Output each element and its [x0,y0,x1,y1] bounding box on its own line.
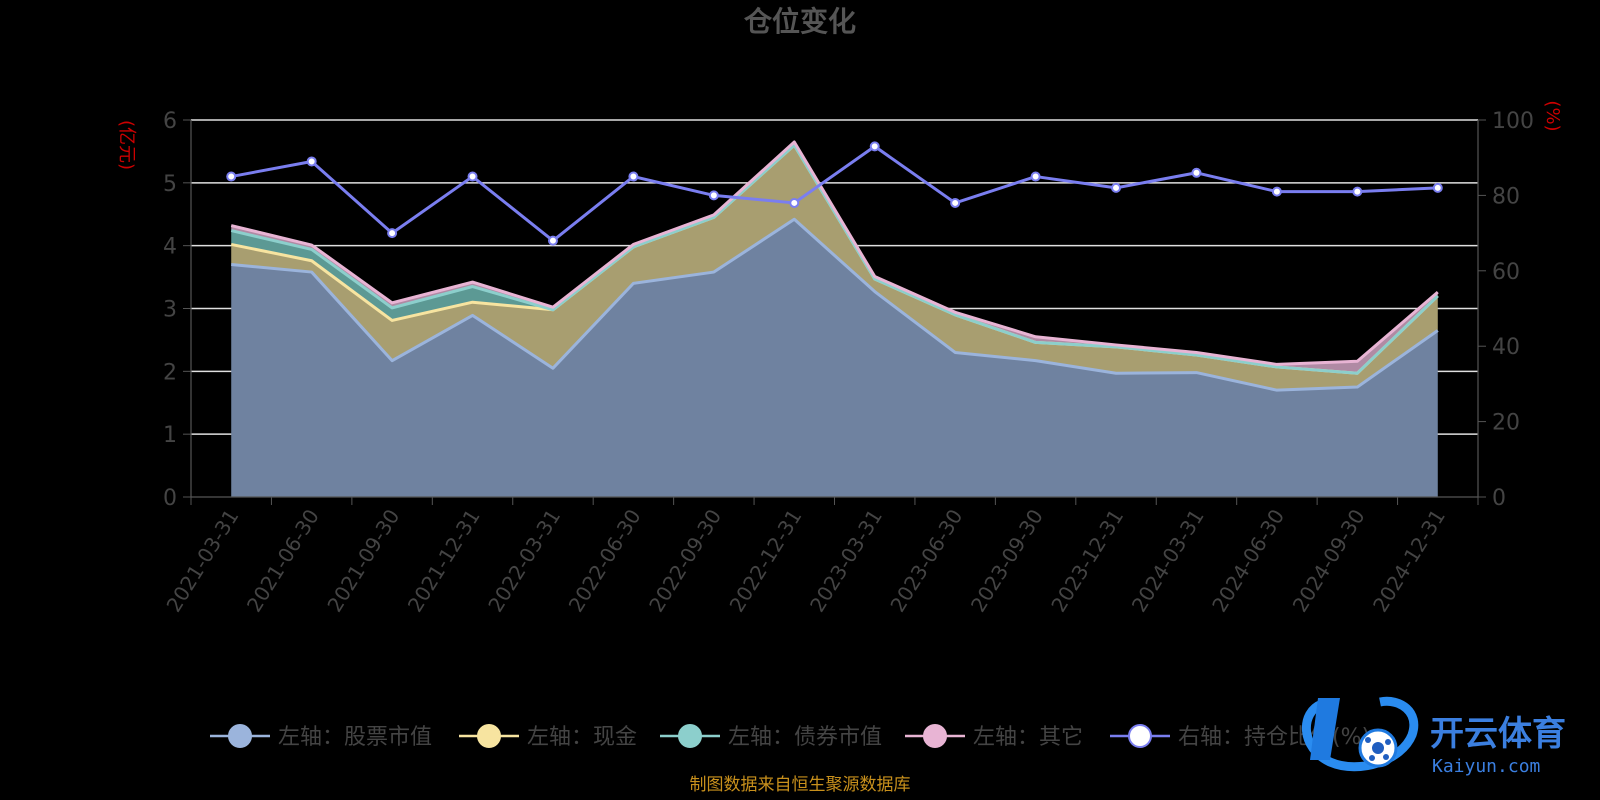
ratio-point [547,235,558,246]
legend-label: 右轴：持仓比例(%) [1178,725,1370,750]
ratio-point [306,156,317,167]
logo-text-en: Kaiyun.com [1432,756,1540,777]
legend-label: 左轴：股票市值 [278,725,432,750]
x-tick-label: 2023-12-31 [1046,505,1128,616]
ratio-point [387,228,398,239]
legend-item: 左轴：债券市值 [660,724,882,750]
legend-marker [477,724,501,748]
legend-item: 右轴：持仓比例(%) [1110,724,1370,750]
x-tick-label: 2023-03-31 [805,505,887,616]
ratio-point [1030,171,1041,182]
legend-item: 左轴：股票市值 [210,724,432,750]
legend-marker [228,724,252,748]
ratio-point [1432,182,1443,193]
x-tick-label: 2021-09-30 [322,505,404,616]
area-line-左轴：股票市值 [231,217,1439,392]
legend-label: 左轴：其它 [973,725,1083,750]
x-tick-label: 2024-03-31 [1127,505,1209,616]
legend-label: 左轴：现金 [527,725,637,750]
area-左轴：现金 [231,145,1438,391]
y-left-unit: (亿元) [116,120,137,170]
ratio-line [226,141,1443,246]
x-tick-label: 2022-12-31 [725,505,807,616]
y-left-tick-label: 2 [163,360,177,385]
legend-label: 左轴：债券市值 [728,725,882,750]
x-tick-label: 2024-06-30 [1207,505,1289,616]
y-right-tick-label: 100 [1492,109,1534,134]
ratio-point [1111,182,1122,193]
y-right-unit: (%) [1542,100,1563,131]
ratio-point [467,171,478,182]
x-tick-label: 2022-09-30 [644,505,726,616]
x-tick-label: 2024-09-30 [1288,505,1370,616]
legend-marker [923,724,947,748]
legend: 左轴：股票市值 左轴：现金 左轴：债券市值 左轴：其它 右轴：持仓比例(%) [210,724,1370,750]
x-tick-label: 2021-03-31 [162,505,244,616]
x-tick-label: 2022-06-30 [564,505,646,616]
ratio-point [789,197,800,208]
watermark-logo: 开云体育 Kaiyun.com [1302,696,1566,777]
logo-ball-icon [1302,696,1419,772]
chart-title: 仓位变化 [744,5,856,38]
legend-marker [1128,724,1152,748]
ratio-point [708,190,719,201]
y-left-tick-label: 1 [163,423,177,448]
x-tick-label: 2021-06-30 [242,505,324,616]
stacked-areas [230,140,1439,497]
ratio-point [1191,167,1202,178]
area-左轴：股票市值 [231,219,1438,497]
y-left-tick-label: 3 [163,298,177,323]
y-left-tick-label: 5 [163,172,177,197]
area-line-左轴：其它 [230,140,1439,366]
ratio-point [226,171,237,182]
x-tick-label: 2023-06-30 [885,505,967,616]
y-right-tick-label: 20 [1492,411,1520,436]
legend-item: 左轴：其它 [905,724,1083,750]
ratio-point [1271,186,1282,197]
x-tick-label: 2024-12-31 [1368,505,1450,616]
footer-source: 制图数据来自恒生聚源数据库 [690,775,911,795]
legend-marker [678,724,702,748]
y-left-tick-label: 6 [163,109,177,134]
y-left-tick-label: 4 [163,235,177,260]
legend-item: 左轴：现金 [459,724,637,750]
y-right-tick-label: 60 [1492,260,1520,285]
ratio-point [1352,186,1363,197]
x-tick-label: 2021-12-31 [403,505,485,616]
logo-text-cn: 开云体育 [1430,714,1566,754]
y-left-tick-label: 0 [163,486,177,511]
ratio-line-path [230,144,1438,243]
ratio-point [869,141,880,152]
y-right-tick-label: 0 [1492,486,1506,511]
y-right-tick-label: 80 [1492,184,1520,209]
x-tick-label: 2023-09-30 [966,505,1048,616]
ratio-point [628,171,639,182]
y-right-tick-label: 40 [1492,335,1520,360]
ratio-point [950,197,961,208]
x-tick-label: 2022-03-31 [483,505,565,616]
